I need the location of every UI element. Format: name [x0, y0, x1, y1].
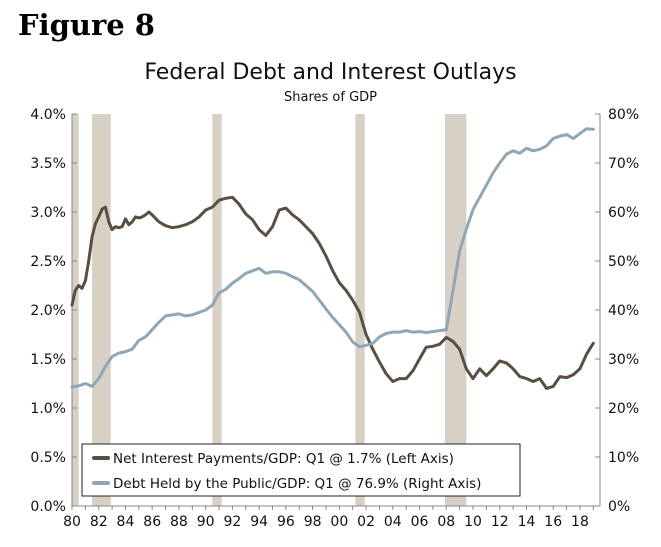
x-tick-label: 02 [357, 514, 375, 530]
left-tick-label: 4.0% [30, 107, 66, 123]
left-tick-label: 1.5% [30, 352, 66, 368]
tick-labels: 0.0% 0.5% 1.0% 1.5% 2.0% 2.5% 3.0% 3.5% 4.0% 0% 10… [30, 107, 639, 530]
x-tick-label: 18 [571, 514, 589, 530]
x-tick-label: 92 [223, 514, 241, 530]
recession-band-3 [355, 114, 365, 506]
x-tick-label: 80 [63, 514, 81, 530]
left-tick-label: 2.5% [30, 254, 66, 270]
chart-title: Federal Debt and Interest Outlays [144, 60, 517, 85]
x-tick-label: 90 [197, 514, 215, 530]
x-tick-label: 12 [491, 514, 509, 530]
left-tick-label: 0.5% [30, 450, 66, 466]
chart-subtitle: Shares of GDP [283, 90, 377, 105]
recession-band-4 [444, 114, 467, 506]
legend-box [81, 443, 521, 497]
right-tick-label: 60% [608, 205, 639, 221]
right-tick-label: 10% [608, 450, 639, 466]
x-tick-label: 96 [277, 514, 295, 530]
x-tick-label: 10 [464, 514, 482, 530]
right-tick-label: 40% [608, 303, 639, 319]
series-lines [70, 127, 595, 390]
right-tick-label: 20% [608, 401, 639, 417]
x-tick-label: 98 [304, 514, 322, 530]
left-tick-label: 0.0% [30, 499, 66, 515]
right-tick-label: 80% [608, 107, 639, 123]
right-tick-label: 30% [608, 352, 639, 368]
left-tick-label: 2.0% [30, 303, 66, 319]
legend-label-interest: Net Interest Payments/GDP: Q1 @ 1.7% (Le… [113, 451, 454, 467]
legend-label-debt: Debt Held by the Public/GDP: Q1 @ 76.9% … [113, 476, 481, 492]
x-tick-label: 16 [544, 514, 562, 530]
recession-band-2 [212, 114, 222, 506]
x-tick-label: 94 [250, 514, 268, 530]
right-tick-label: 50% [608, 254, 639, 270]
x-tick-label: 84 [117, 514, 135, 530]
left-tick-label: 3.5% [30, 156, 66, 172]
axes [71, 113, 601, 510]
right-tick-label: 70% [608, 156, 639, 172]
figure-label: Figure 8 [18, 8, 155, 42]
right-tick-label: 0% [608, 499, 630, 515]
x-tick-label: 04 [384, 514, 402, 530]
x-tick-label: 00 [330, 514, 348, 530]
x-tick-label: 08 [437, 514, 455, 530]
x-tick-label: 14 [518, 514, 536, 530]
left-tick-label: 3.0% [30, 205, 66, 221]
legend: Net Interest Payments/GDP: Q1 @ 1.7% (Le… [81, 443, 521, 497]
x-tick-label: 86 [143, 514, 161, 530]
x-tick-label: 06 [411, 514, 429, 530]
debt-line [70, 127, 595, 389]
x-tick-label: 82 [90, 514, 108, 530]
interest-line [70, 195, 595, 390]
left-tick-label: 1.0% [30, 401, 66, 417]
x-tick-label: 88 [170, 514, 188, 530]
